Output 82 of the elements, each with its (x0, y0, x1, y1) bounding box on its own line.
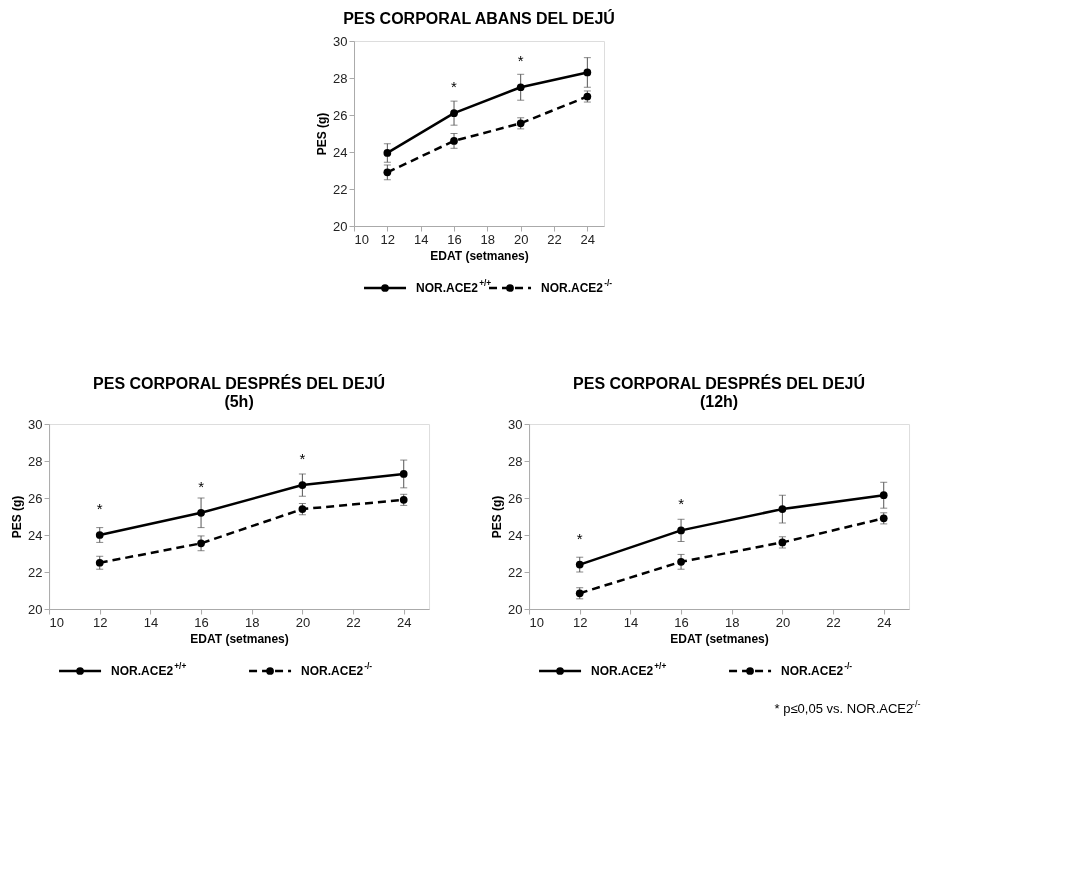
y-tick-label: 24 (508, 527, 523, 543)
y-tick-label: 20 (28, 601, 43, 617)
x-tick-label: 16 (194, 614, 209, 630)
x-tick-label: 24 (876, 614, 892, 630)
x-tick-label: 20 (295, 614, 311, 630)
point (677, 526, 685, 535)
y-tick-label: 26 (28, 490, 43, 506)
y-tick-label: 30 (508, 416, 523, 432)
annotation: * (299, 450, 306, 468)
y-tick-label: 28 (333, 70, 348, 86)
y-tick-label: 26 (508, 490, 523, 506)
y-tick-label: 22 (28, 564, 43, 580)
point (879, 491, 888, 500)
x-tick-label: 22 (547, 231, 562, 247)
annotation: * (576, 529, 583, 547)
x-tick-label: 12 (572, 614, 588, 630)
y-tick-label: 24 (28, 527, 43, 543)
point (399, 470, 408, 478)
point (677, 557, 685, 566)
point (778, 505, 787, 513)
x-tick-label: 18 (724, 614, 740, 630)
y-axis-title: PES (g) (315, 112, 330, 156)
annotation: * (678, 495, 685, 513)
legend-label: NOR.ACE2+/+ (111, 661, 187, 678)
x-tick-label: 12 (380, 231, 396, 247)
annotation: * (517, 52, 524, 70)
annotation: * (96, 500, 103, 517)
point (516, 83, 525, 92)
point (450, 109, 458, 118)
y-tick-label: 20 (508, 601, 523, 617)
y-tick-label: 30 (28, 416, 43, 432)
point (95, 558, 104, 567)
legend-label: NOR.ACE2-/- (781, 661, 853, 678)
x-tick-label: 18 (244, 614, 260, 630)
x-tick-label: 14 (623, 614, 639, 630)
point (383, 168, 392, 177)
annotation: * (198, 477, 205, 495)
point (298, 505, 307, 513)
y-axis-title: PES (g) (490, 495, 505, 539)
x-tick-label: 10 (354, 231, 369, 247)
y-tick-label: 28 (508, 453, 523, 469)
x-tick-label: 14 (143, 614, 159, 630)
y-tick-label: 26 (333, 107, 348, 123)
chart-title: PES CORPORAL DESPRÉS DEL DEJÚ (5h) (93, 374, 386, 410)
legend-label: NOR.ACE2+/+ (416, 278, 492, 295)
y-axis-title: PES (g) (10, 495, 25, 539)
x-tick-label: 16 (674, 614, 689, 630)
x-tick-label: 16 (447, 231, 462, 247)
x-axis-title: EDAT (setmanes) (190, 631, 289, 646)
legend-label: NOR.ACE2+/+ (591, 661, 667, 678)
y-tick-label: 24 (333, 144, 348, 160)
text: * p≤0,05 vs. NOR.ACE2-/- (774, 698, 921, 716)
point (197, 539, 205, 548)
y-tick-label: 28 (28, 453, 43, 469)
point (383, 149, 392, 157)
point (197, 508, 205, 517)
x-tick-label: 22 (346, 614, 361, 630)
annotation: * (451, 78, 458, 96)
legend-label: NOR.ACE2-/- (541, 278, 613, 295)
x-tick-label: 22 (826, 614, 841, 630)
point (575, 560, 584, 569)
point (95, 531, 104, 539)
x-axis-title: EDAT (setmanes) (670, 631, 769, 646)
point (298, 481, 307, 489)
x-tick-label: 20 (775, 614, 791, 630)
y-tick-label: 30 (333, 33, 348, 49)
point (583, 68, 592, 77)
x-tick-label: 18 (480, 231, 496, 247)
x-axis-title: EDAT (setmanes) (430, 248, 529, 263)
x-tick-label: 24 (580, 231, 596, 247)
point (450, 137, 458, 145)
legend-label: NOR.ACE2-/- (301, 661, 373, 678)
y-tick-label: 20 (333, 218, 348, 234)
x-tick-label: 24 (396, 614, 412, 630)
x-tick-label: 12 (92, 614, 108, 630)
x-tick-label: 10 (49, 614, 65, 630)
y-tick-label: 22 (333, 181, 348, 197)
y-tick-label: 22 (508, 564, 523, 580)
x-tick-label: 10 (529, 614, 545, 630)
x-tick-label: 14 (413, 231, 429, 247)
chart-title: PES CORPORAL DESPRÉS DEL DEJÚ (12h) (573, 374, 866, 410)
chart-title: PES CORPORAL ABANS DEL DEJÚ (343, 9, 615, 27)
